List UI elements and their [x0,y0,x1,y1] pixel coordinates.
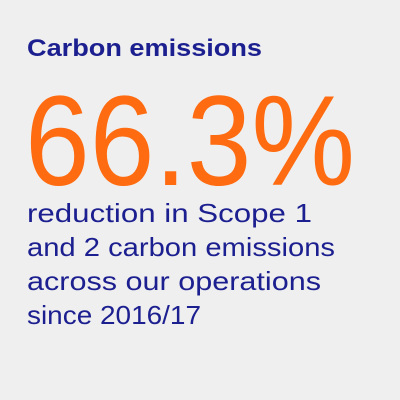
description-line: reduction in Scope 1 [27,198,312,228]
description-line: and 2 carbon emissions [27,232,335,262]
description-line: since 2016/17 [27,300,201,330]
card-title: Carbon emissions [27,35,262,62]
description-line: across our operations [27,266,321,296]
stat-value: 66.3% [25,70,355,213]
